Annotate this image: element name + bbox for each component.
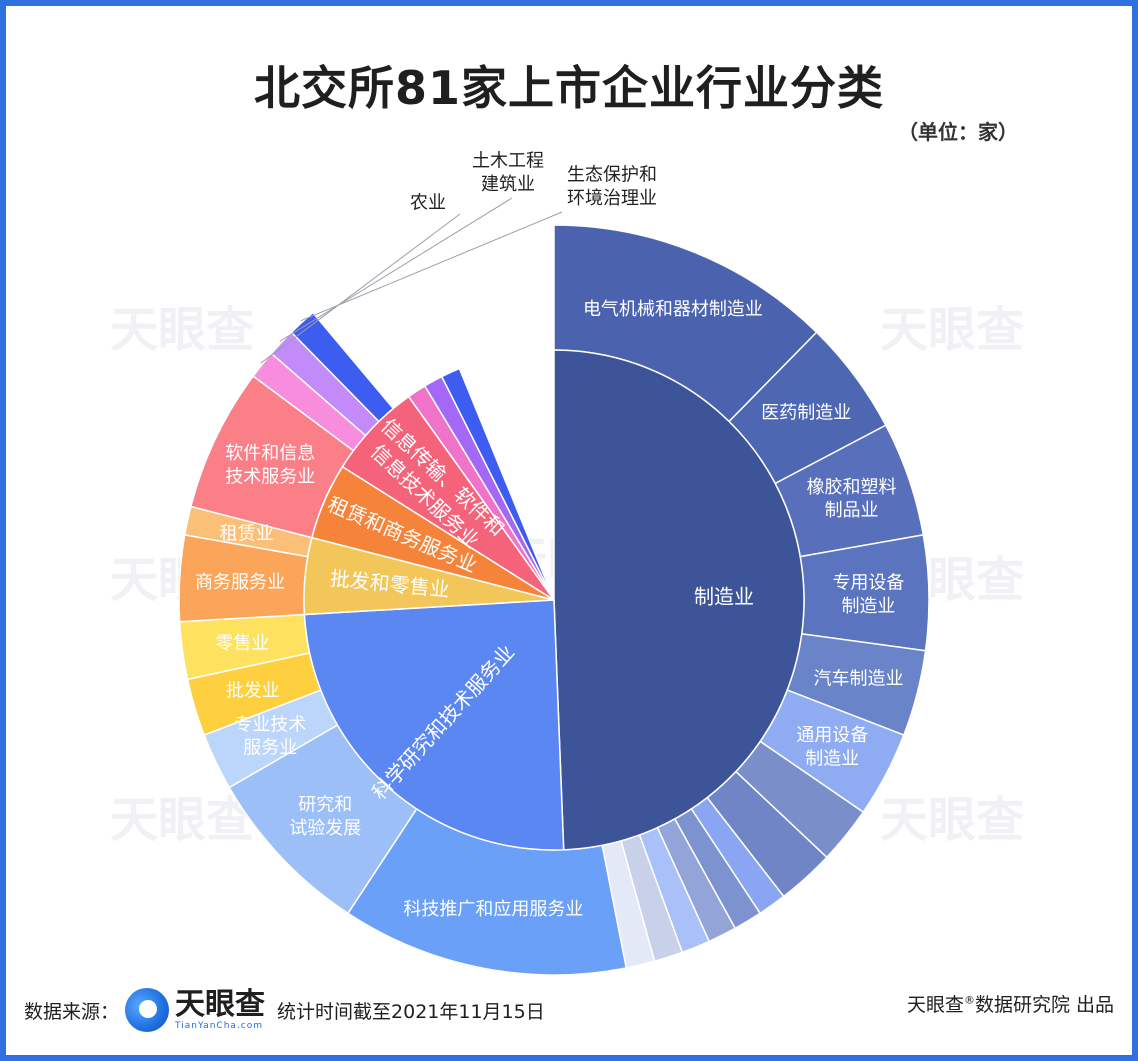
inner-segment-0 (553, 349, 805, 851)
footer-credit: 天眼查®数据研究院 出品 (907, 990, 1114, 1017)
footer-source: 数据来源： 天眼查 TianYanCha.com 统计时间截至2021年11月1… (24, 988, 545, 1032)
chart-title: 北交所81家上市企业行业分类 (253, 61, 884, 115)
callout-line-24 (300, 211, 563, 322)
callout-label-24: 生态保护和环境治理业 (567, 165, 657, 209)
callout-label-23: 土木工程建筑业 (472, 151, 544, 195)
outer-label-16: 专业技术服务业 (234, 714, 306, 758)
outer-label-3: 专用设备制造业 (832, 573, 904, 617)
outer-label-14: 科技推广和应用服务业 (403, 899, 583, 920)
outer-label-0: 电气机械和器材制造业 (583, 299, 763, 320)
outer-label-2: 橡胶和塑料制品业 (807, 477, 897, 521)
outer-label-20: 租赁业 (220, 524, 274, 545)
inner-segment-7 (440, 367, 555, 601)
outer-label-19: 商务服务业 (195, 572, 285, 593)
credit-name: 天眼查 (906, 994, 964, 1016)
source-label: 数据来源： (24, 1000, 120, 1023)
callout-line-22 (260, 213, 461, 364)
callout-label-22: 农业 (410, 192, 446, 213)
outer-label-1: 医药制造业 (761, 402, 851, 423)
inner-segment-1 (303, 599, 565, 851)
outer-label-17: 批发业 (226, 680, 280, 701)
logo-icon (125, 988, 170, 1032)
outer-label-15: 研究和试验发展 (289, 794, 361, 838)
logo-sub: TianYanCha.com (175, 1020, 264, 1031)
outer-label-21: 软件和信息技术服务业 (225, 443, 315, 487)
outer-label-18: 零售业 (215, 633, 269, 654)
inner-label-0: 制造业 (694, 585, 754, 609)
stat-time: 统计时间截至2021年11月15日 (277, 1000, 545, 1023)
unit-label: （单位：家） (898, 120, 1018, 144)
outer-label-4: 汽车制造业 (814, 669, 904, 690)
credit-rest: 数据研究院 出品 (974, 994, 1114, 1016)
outer-label-5: 通用设备制造业 (796, 725, 868, 769)
tianyancha-logo: 天眼查 TianYanCha.com (125, 988, 265, 1032)
registered-mark: ® (963, 993, 975, 1007)
logo-name: 天眼查 (175, 986, 266, 1022)
callout-line-23 (279, 197, 513, 342)
